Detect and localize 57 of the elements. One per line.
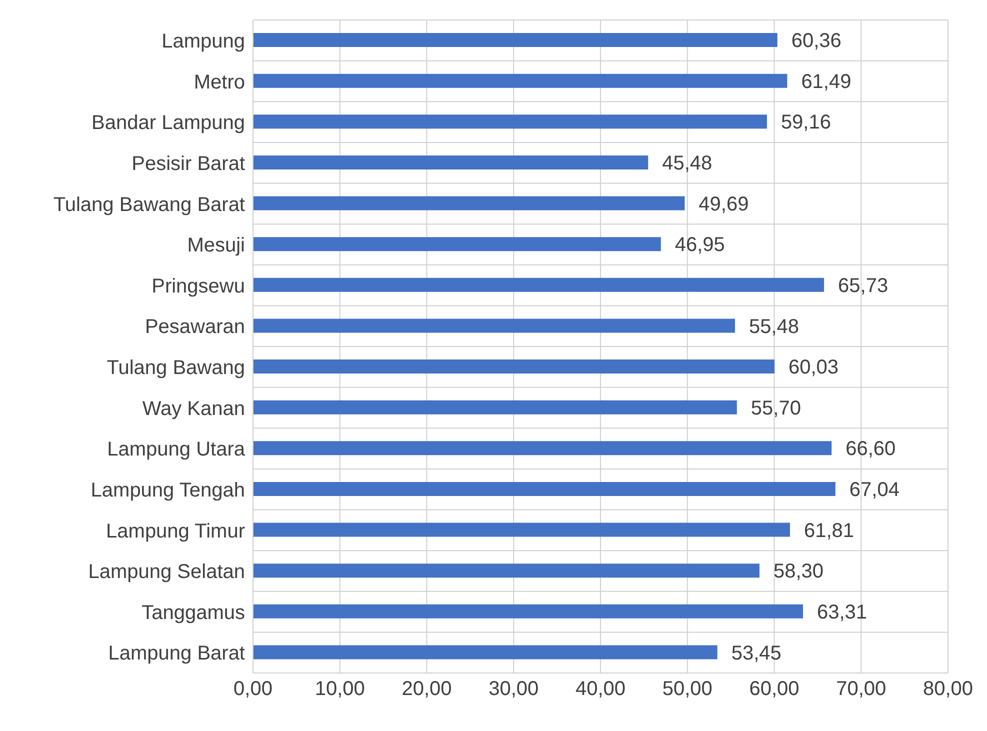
bar — [253, 114, 767, 129]
bar — [253, 564, 760, 578]
bar — [253, 522, 790, 537]
y-tick-label: Lampung — [162, 30, 245, 53]
data-label: 66,60 — [846, 438, 896, 460]
y-tick-label: Lampung Barat — [108, 642, 246, 665]
x-tick-label: 20,00 — [402, 678, 452, 700]
y-tick-label: Tanggamus — [142, 602, 245, 624]
data-label: 67,04 — [849, 479, 900, 502]
bar — [253, 360, 775, 374]
data-label: 61,49 — [801, 70, 852, 93]
x-tick-label: 60,00 — [749, 678, 800, 700]
y-tick-label: Bandar Lampung — [92, 112, 245, 134]
bar — [253, 604, 804, 618]
bar — [253, 278, 824, 292]
y-tick-label: Way Kanan — [142, 398, 245, 420]
bar — [253, 441, 832, 456]
y-tick-label: Mesuji — [187, 234, 245, 257]
data-label: 58,30 — [773, 560, 824, 583]
y-tick-label: Tulang Bawang Barat — [53, 194, 246, 216]
x-tick-label: 70,00 — [836, 678, 886, 700]
data-label: 49,69 — [698, 193, 749, 216]
x-tick-label: 50,00 — [662, 678, 712, 700]
data-label: 53,45 — [731, 642, 782, 664]
bar — [253, 155, 648, 170]
data-label: 45,48 — [662, 152, 712, 175]
y-tick-label: Lampung Timur — [106, 520, 246, 542]
bar — [253, 318, 735, 333]
bar — [253, 237, 661, 252]
bar — [253, 645, 718, 660]
y-tick-label: Pesawaran — [144, 316, 245, 338]
data-label: 46,95 — [674, 234, 725, 256]
y-tick-label: Lampung Selatan — [88, 561, 245, 584]
data-label: 61,81 — [804, 520, 854, 542]
y-tick-label: Lampung Utara — [107, 438, 246, 461]
x-tick-label: 30,00 — [488, 678, 539, 700]
bar — [253, 400, 737, 414]
x-tick-label: 0,00 — [234, 678, 272, 700]
bar — [253, 482, 836, 496]
y-tick-label: Tulang Bawang — [106, 357, 245, 380]
y-tick-label: Lampung Tengah — [90, 479, 245, 502]
bar — [253, 196, 685, 210]
data-label: 65,73 — [838, 274, 888, 297]
data-label: 60,03 — [788, 356, 839, 379]
data-label: 59,16 — [780, 112, 832, 134]
y-tick-label: Pesisir Barat — [132, 152, 246, 175]
x-tick-label: 10,00 — [314, 678, 365, 700]
y-tick-label: Metro — [194, 71, 245, 94]
bar — [253, 33, 778, 47]
x-tick-label: 40,00 — [575, 678, 626, 700]
data-label: 60,36 — [791, 30, 842, 52]
data-label: 63,31 — [817, 601, 868, 624]
data-label: 55,48 — [748, 316, 800, 338]
data-label: 55,70 — [750, 397, 801, 420]
bar — [253, 74, 788, 88]
y-tick-label: Pringsewu — [152, 275, 245, 298]
x-tick-label: 80,00 — [922, 678, 974, 700]
